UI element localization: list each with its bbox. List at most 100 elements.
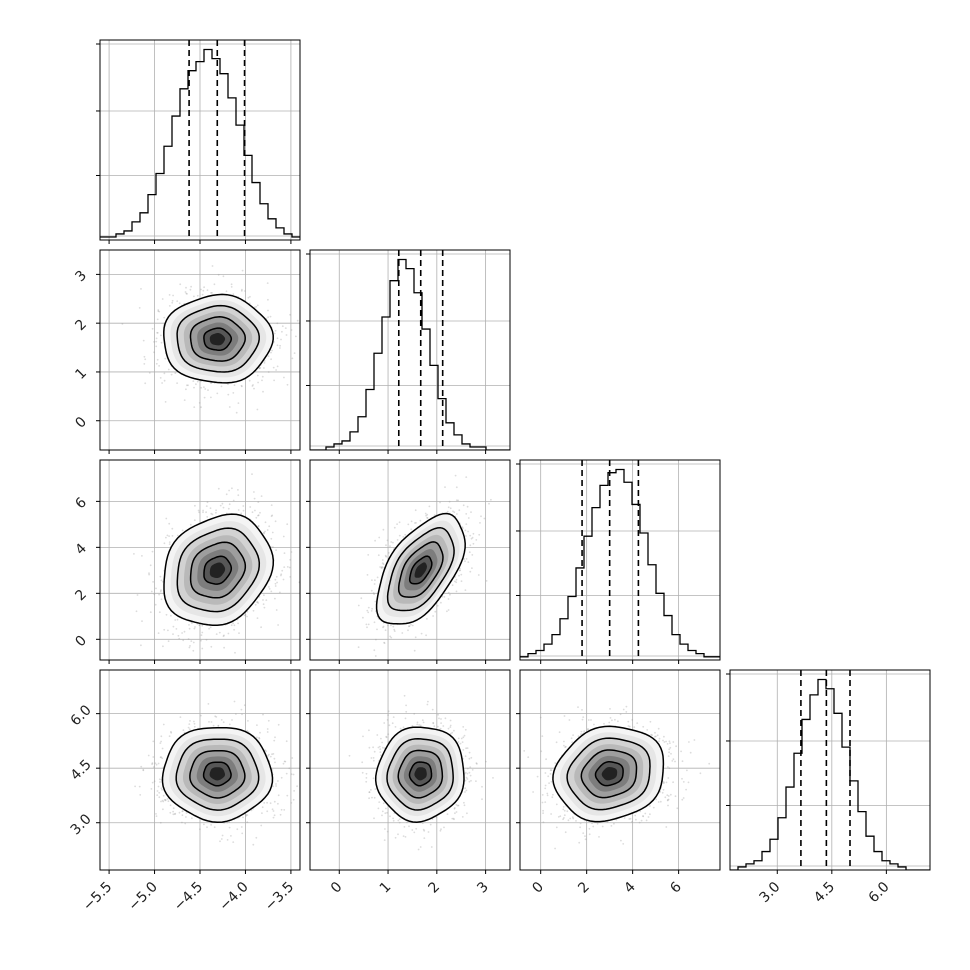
scatter-point bbox=[622, 843, 625, 845]
scatter-point bbox=[233, 628, 236, 631]
scatter-point bbox=[384, 554, 387, 557]
scatter-point bbox=[523, 750, 526, 752]
scatter-point bbox=[162, 794, 165, 797]
scatter-point bbox=[155, 340, 158, 343]
scatter-point bbox=[460, 580, 463, 583]
scatter-point bbox=[149, 564, 152, 567]
scatter-point bbox=[435, 816, 438, 819]
scatter-point bbox=[456, 513, 458, 515]
grid bbox=[100, 40, 300, 240]
scatter-point bbox=[652, 806, 655, 809]
scatter-point bbox=[639, 810, 642, 813]
scatter-point bbox=[381, 566, 383, 568]
scatter-point bbox=[204, 388, 207, 390]
scatter-point bbox=[392, 819, 395, 822]
scatter-point bbox=[464, 589, 467, 591]
scatter-point bbox=[176, 534, 179, 537]
scatter-point bbox=[627, 725, 630, 727]
scatter-point bbox=[610, 825, 613, 827]
scatter-point bbox=[273, 379, 275, 382]
scatter-point bbox=[187, 638, 190, 640]
scatter-point bbox=[272, 546, 274, 548]
scatter-point bbox=[613, 822, 615, 825]
scatter-point bbox=[421, 719, 424, 722]
scatter-point bbox=[280, 574, 282, 577]
scatter-point bbox=[136, 594, 139, 596]
scatter-point bbox=[280, 808, 283, 811]
scatter-point bbox=[413, 712, 416, 715]
scatter-point bbox=[443, 596, 446, 598]
scatter-point bbox=[193, 627, 196, 630]
scatter-point bbox=[283, 809, 286, 811]
scatter-point bbox=[579, 826, 581, 829]
scatter-point bbox=[237, 494, 240, 497]
scatter-point bbox=[152, 581, 155, 583]
contour-1 bbox=[580, 749, 638, 799]
scatter-point bbox=[403, 826, 406, 828]
scatter-point bbox=[366, 626, 368, 629]
scatter-point bbox=[408, 825, 410, 828]
scatter-point bbox=[206, 826, 208, 829]
scatter-point bbox=[478, 533, 481, 536]
scatter-point bbox=[240, 708, 243, 711]
scatter-point bbox=[649, 720, 652, 723]
scatter-point bbox=[267, 298, 269, 301]
scatter-point bbox=[313, 568, 315, 570]
scatter-point bbox=[196, 294, 199, 297]
scatter-point bbox=[667, 755, 670, 757]
scatter-point bbox=[468, 551, 471, 554]
scatter-point bbox=[392, 817, 394, 820]
scatter-point bbox=[465, 747, 467, 750]
scatter-point bbox=[465, 535, 467, 537]
scatter-point bbox=[188, 627, 191, 630]
scatter-point bbox=[184, 291, 187, 293]
y-tick-label-param-2: 4 bbox=[72, 541, 90, 559]
scatter-point bbox=[184, 822, 187, 825]
scatter-point bbox=[680, 750, 682, 753]
scatter-point bbox=[158, 796, 161, 799]
scatter-point bbox=[382, 626, 384, 629]
scatter-point bbox=[265, 599, 268, 601]
scatter-point bbox=[587, 719, 590, 721]
scatter-point bbox=[193, 519, 196, 522]
scatter-point bbox=[460, 737, 463, 740]
scatter-point bbox=[480, 515, 482, 518]
scatter-point bbox=[155, 362, 158, 365]
x-tick-label-param-1: 0 bbox=[328, 879, 346, 897]
x-tick-label-param-2: 0 bbox=[529, 879, 547, 897]
scatter-point bbox=[623, 817, 626, 819]
scatter-point bbox=[462, 749, 465, 751]
scatter-point bbox=[213, 283, 216, 286]
scatter-point bbox=[256, 304, 259, 307]
scatter-point bbox=[396, 539, 399, 541]
scatter-point bbox=[196, 380, 199, 383]
x-tick-label-param-1: 3 bbox=[474, 879, 492, 897]
scatter-point bbox=[249, 295, 251, 298]
scatter-point bbox=[385, 807, 387, 810]
scatter-point bbox=[195, 383, 197, 386]
scatter-point bbox=[402, 536, 405, 538]
scatter-point bbox=[181, 810, 184, 813]
scatter-point bbox=[304, 340, 306, 342]
scatter-point bbox=[154, 762, 157, 765]
scatter-point bbox=[370, 789, 372, 791]
scatter-point bbox=[389, 635, 392, 638]
scatter-point bbox=[428, 505, 431, 508]
scatter-point bbox=[134, 785, 137, 788]
scatter-point bbox=[177, 634, 180, 637]
scatter-point bbox=[241, 288, 243, 291]
scatter-point bbox=[237, 489, 239, 491]
scatter-point bbox=[464, 728, 467, 731]
scatter-point bbox=[649, 813, 651, 816]
panel-frame bbox=[309, 669, 511, 871]
scatter-point bbox=[182, 639, 185, 642]
contour-2 bbox=[175, 738, 260, 811]
scatter-point bbox=[662, 788, 665, 791]
scatter-point bbox=[200, 386, 203, 389]
scatter-point bbox=[170, 730, 172, 733]
scatter-point bbox=[144, 382, 147, 385]
scatter-point bbox=[192, 649, 195, 652]
scatter-point bbox=[217, 725, 220, 727]
scatter-point bbox=[693, 739, 696, 741]
